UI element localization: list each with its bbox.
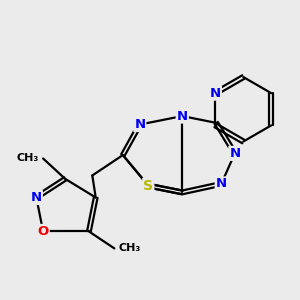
Text: N: N — [210, 87, 221, 100]
Text: N: N — [216, 177, 227, 190]
Text: N: N — [177, 110, 188, 123]
Text: S: S — [143, 178, 153, 193]
Text: O: O — [38, 225, 49, 238]
Text: N: N — [134, 118, 146, 131]
Text: N: N — [229, 147, 240, 160]
Text: CH₃: CH₃ — [118, 243, 141, 254]
Text: N: N — [31, 191, 42, 204]
Text: CH₃: CH₃ — [17, 154, 39, 164]
